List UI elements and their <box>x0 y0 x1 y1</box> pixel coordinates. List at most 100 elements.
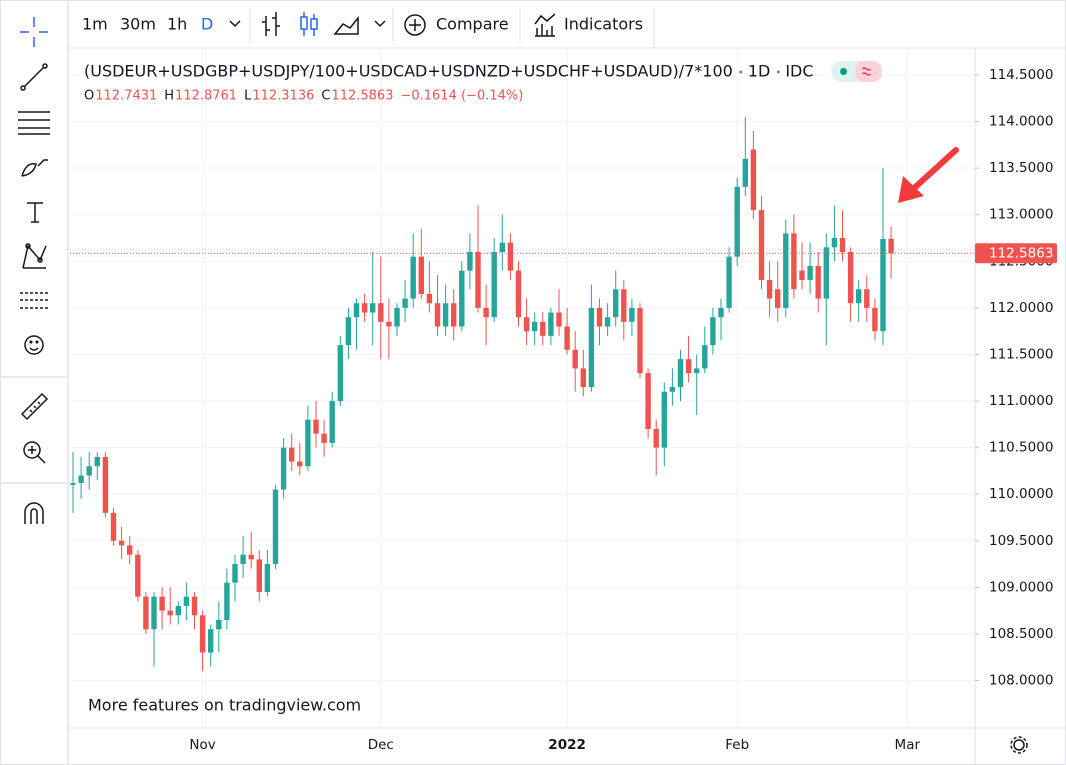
candle-body <box>313 419 319 434</box>
separator-dot <box>739 70 743 74</box>
y-tick-label: 111.5000 <box>989 346 1053 362</box>
candle-body <box>523 317 530 332</box>
candle-body <box>135 554 141 597</box>
compare-button[interactable]: Compare <box>436 15 509 34</box>
candle-body <box>418 256 424 294</box>
badge-dot <box>840 68 848 75</box>
icon-tool[interactable] <box>24 335 44 355</box>
candle-body <box>872 307 878 332</box>
trend-line-tool[interactable] <box>20 63 48 91</box>
interval-dropdown[interactable] <box>229 20 241 28</box>
candle-body <box>758 210 765 280</box>
y-tick-label: 114.5000 <box>989 67 1053 83</box>
candle-body <box>685 359 692 374</box>
candle-body <box>831 238 838 248</box>
candle-body <box>337 345 343 402</box>
grid <box>70 48 975 728</box>
legend-value: 112.5863 <box>331 89 393 104</box>
legend-label: C <box>321 89 330 104</box>
candle-body <box>726 256 732 308</box>
symbol-title: (USDEUR+USDGBP+USDJPY/100+USDCAD+USDNZD+… <box>84 62 733 81</box>
annotation-arrow <box>898 147 959 203</box>
candle-body <box>564 326 570 350</box>
badge-wave <box>862 67 872 76</box>
top-toolbar: 1m 30m 1h D Compare Indicators <box>68 8 1066 49</box>
candle-body <box>353 303 360 318</box>
candle-body <box>880 238 886 332</box>
candle-body <box>766 279 773 299</box>
indicators-icon[interactable] <box>534 13 556 37</box>
candle-body <box>507 242 514 271</box>
candles <box>70 116 975 672</box>
candle-body <box>232 564 238 583</box>
candle-body <box>742 158 748 187</box>
interval-button[interactable]: 1m <box>82 15 108 34</box>
brush-tool[interactable] <box>21 159 48 177</box>
bars-style-button[interactable] <box>262 12 280 36</box>
candle-body <box>451 303 457 327</box>
interval-button[interactable]: 1h <box>167 15 187 34</box>
candles-style-button[interactable] <box>300 12 318 36</box>
y-tick-label: 109.5000 <box>989 533 1053 549</box>
candle-body <box>289 447 295 462</box>
y-tick-label: 110.0000 <box>989 486 1053 502</box>
candle-body <box>110 512 117 541</box>
fib-tool[interactable] <box>18 111 50 135</box>
candle-body <box>629 307 635 322</box>
legend-label: O <box>84 89 94 104</box>
settings-button[interactable] <box>1010 736 1028 754</box>
style-dropdown[interactable] <box>374 20 386 28</box>
candle-body <box>378 303 384 322</box>
candle-body <box>588 307 595 388</box>
candle-body <box>208 629 214 653</box>
interval-button[interactable]: D <box>201 15 213 34</box>
legend-value: 112.8761 <box>175 89 237 104</box>
drawing-toolbar <box>0 0 69 765</box>
y-tick-label: 111.0000 <box>989 393 1053 409</box>
crosshair-tool[interactable] <box>20 17 48 47</box>
separator-dot <box>776 70 780 74</box>
y-tick-label: 108.0000 <box>989 672 1053 688</box>
candle-body <box>183 596 190 606</box>
candle-body <box>321 433 327 443</box>
area-style-button[interactable] <box>333 15 359 35</box>
candle-body <box>467 252 473 271</box>
candle-body <box>661 391 667 448</box>
indicators-button[interactable]: Indicators <box>564 15 643 34</box>
candle-body <box>143 596 149 630</box>
candle-body <box>775 289 781 308</box>
pattern-tool[interactable] <box>22 243 47 269</box>
legend-label: L <box>244 89 252 104</box>
candle-body <box>677 359 684 388</box>
source: IDC <box>785 62 813 81</box>
candle-body <box>815 265 821 299</box>
candle-body <box>70 483 76 485</box>
measure-tool[interactable] <box>20 392 49 421</box>
candle-body <box>532 321 538 332</box>
candle-body <box>167 610 173 616</box>
candle-body <box>669 387 676 392</box>
candle-body <box>224 582 230 620</box>
candle-body <box>127 545 133 555</box>
y-tick-label: 114.0000 <box>989 114 1053 130</box>
candle-body <box>386 321 392 327</box>
candle-body <box>572 349 578 369</box>
candle-body <box>94 456 100 467</box>
legend-change: −0.1614 (−0.14%) <box>400 89 523 104</box>
candle-body <box>556 312 562 327</box>
compare-icon[interactable] <box>404 14 426 36</box>
ohlc-legend: O 112.7431 H 112.8761 L 112.3136 C 112.5863 −0.1… <box>84 89 523 104</box>
candle-body <box>86 466 92 476</box>
candle-body <box>491 252 497 318</box>
candle-body <box>118 540 125 546</box>
candle-body <box>151 596 157 630</box>
interval-button[interactable]: 30m <box>120 15 156 34</box>
zoom-tool[interactable] <box>23 441 46 464</box>
text-tool[interactable] <box>27 202 43 223</box>
candle-body <box>240 554 246 565</box>
watermark[interactable]: More features on tradingview.com <box>88 696 361 715</box>
x-tick-label: Dec <box>368 737 394 753</box>
candle-body <box>459 270 465 327</box>
magnet-tool[interactable] <box>24 502 44 524</box>
candle-body <box>613 289 619 318</box>
